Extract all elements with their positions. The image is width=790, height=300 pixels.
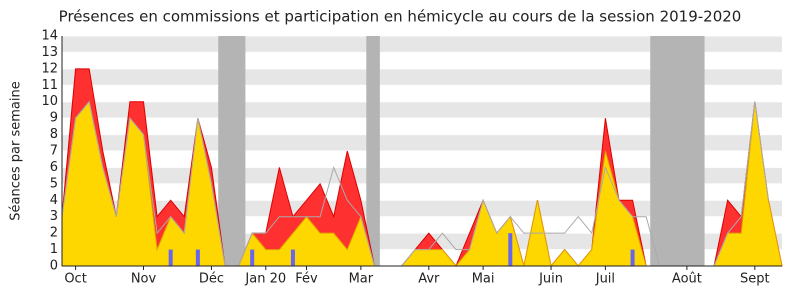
hemicycle-bar (508, 233, 513, 266)
x-tick-label: Juin (538, 272, 563, 287)
x-tick-label: Avr (418, 272, 440, 287)
hemicycle-bar (168, 249, 173, 266)
x-tick-label: Déc (199, 272, 224, 287)
x-tick-label: Nov (131, 272, 157, 287)
y-tick-label: 3 (50, 209, 58, 224)
x-tick-label: Mai (472, 272, 495, 287)
hemicycle-bar (290, 249, 295, 266)
x-tick-label: Oct (64, 272, 86, 287)
vacation-band (218, 36, 246, 266)
y-tick-label: 8 (50, 127, 58, 142)
y-tick-label: 12 (41, 61, 58, 76)
y-tick-label: 1 (50, 242, 58, 257)
y-tick-label: 2 (50, 226, 58, 241)
x-tick-label: Juil (595, 272, 615, 287)
x-tick-label: Sept (740, 272, 770, 287)
hemicycle-bar (630, 249, 635, 266)
x-tick-label: Août (672, 272, 702, 287)
y-tick-label: 11 (41, 78, 58, 93)
vacation-band (366, 36, 380, 266)
y-tick-label: 4 (50, 193, 58, 208)
y-tick-label: 7 (50, 144, 58, 159)
chart-title: Présences en commissions et participatio… (59, 8, 742, 26)
hemicycle-bar (250, 249, 255, 266)
x-tick-label: Fév (295, 272, 318, 287)
y-tick-label: 6 (50, 160, 58, 175)
median-line (61, 100, 769, 267)
x-tick-label: Jan 20 (244, 272, 286, 287)
y-tick-label: 5 (50, 176, 58, 191)
y-tick-label: 10 (41, 94, 58, 109)
hemicycle-bar (195, 249, 200, 266)
y-tick-label: 13 (41, 45, 58, 60)
x-tick-label: Mar (349, 272, 374, 287)
vacation-band (650, 36, 705, 266)
y-tick-label: 9 (50, 111, 58, 126)
y-tick-label: 0 (50, 259, 58, 274)
y-tick-label: 14 (41, 29, 58, 44)
y-axis-label: Séances par semaine (9, 81, 24, 220)
